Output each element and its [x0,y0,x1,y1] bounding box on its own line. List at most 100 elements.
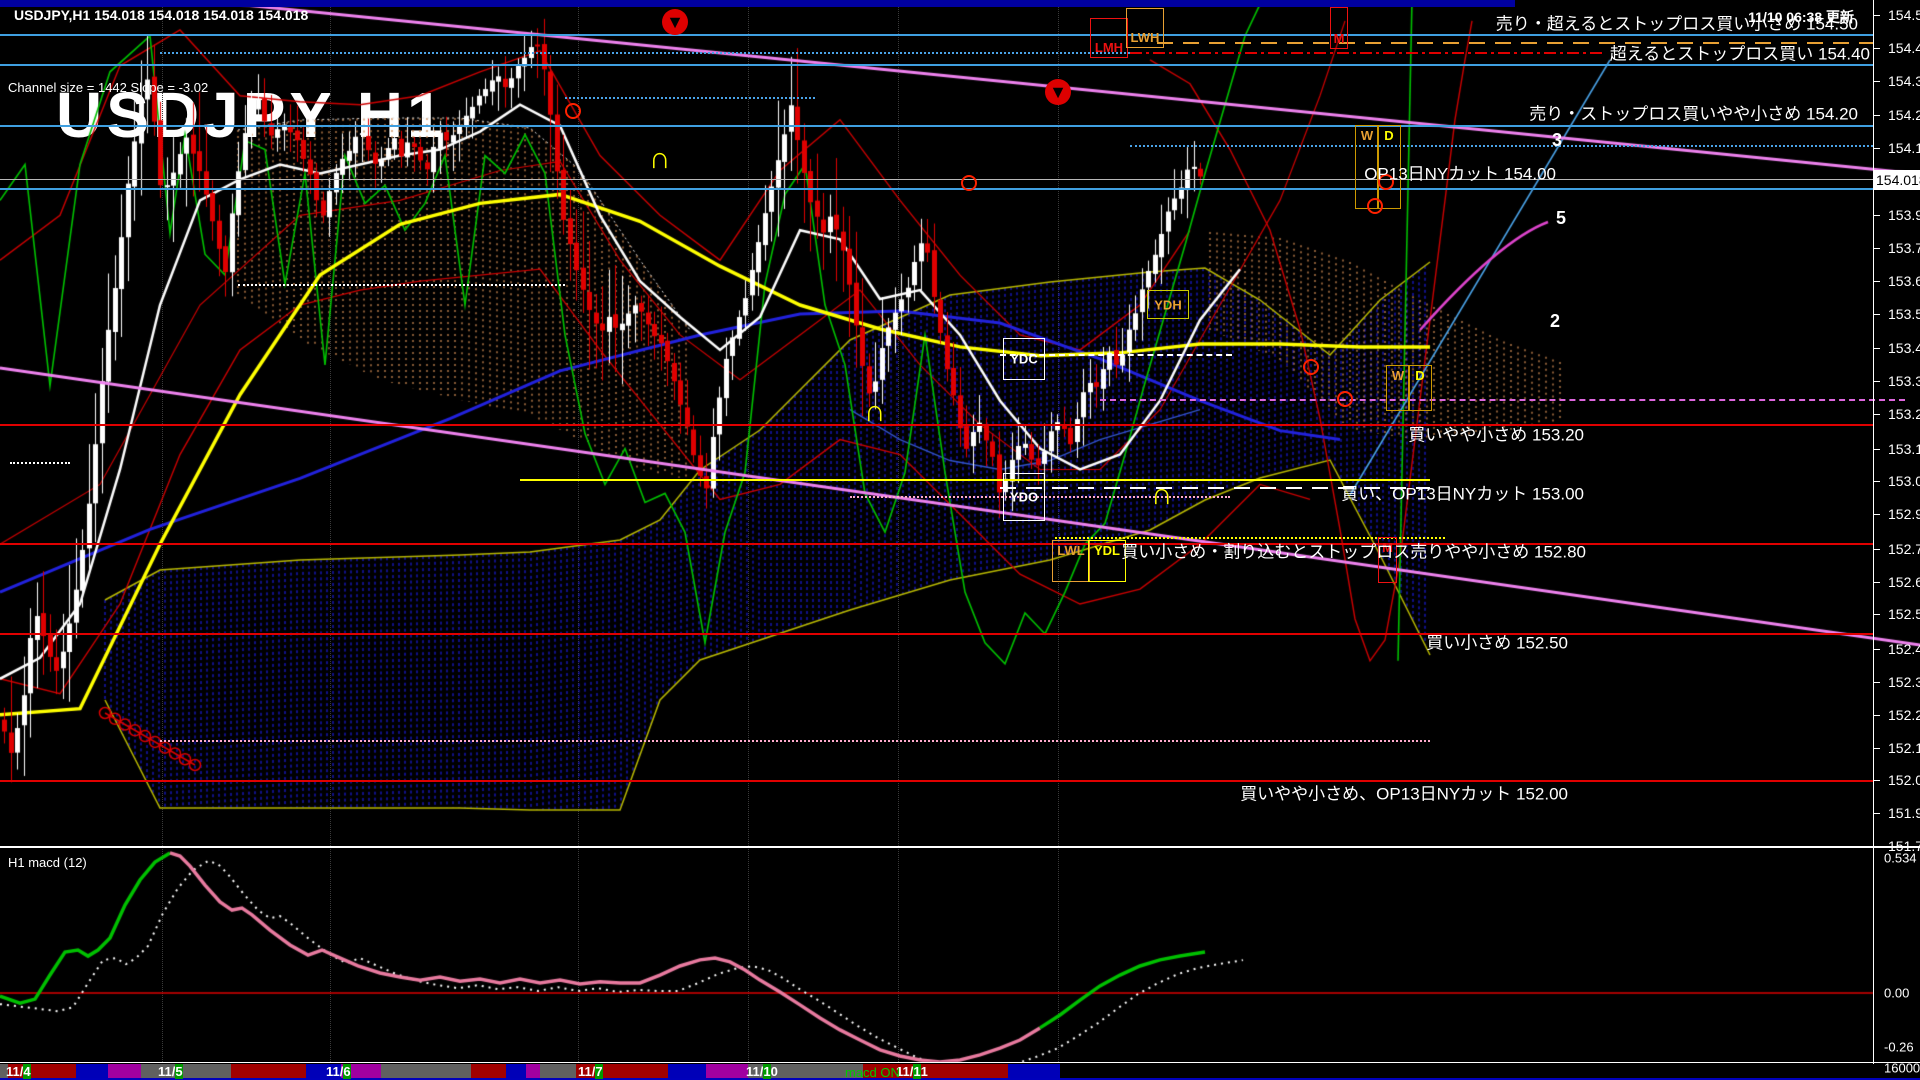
session-color-bar[interactable] [0,1064,1920,1078]
wave-count-label: 3 [1552,130,1563,150]
price-tick-mark [1873,15,1880,16]
price-tick-label: 152.120 [1888,739,1920,756]
label-box-d: D [1377,125,1401,209]
symbol-ohlc-line: USDJPY,H1 154.018 154.018 154.018 154.01… [14,7,309,23]
top-navy-bar [0,0,1515,7]
price-tick-mark [1873,648,1880,650]
label-box-text: D [1415,368,1425,383]
session-segment [526,1064,540,1078]
buy-signal-arc-icon: ∩ [649,142,671,175]
label-box-text: M [1333,31,1345,46]
price-tick-label: 152.675 [1888,573,1920,590]
price-tick-label: 154.460 [1888,39,1920,56]
price-tick-label: 153.010 [1888,473,1920,490]
level-line [1130,145,1873,149]
signal-ring-icon [1337,391,1353,407]
price-tick-mark [1873,348,1880,350]
time-axis-separator [0,1062,1920,1063]
price-tick-mark [1873,248,1880,250]
time-axis-date[interactable]: 11/11 [896,1064,928,1079]
level-line [0,780,1873,782]
label-box-text: YDH [1154,297,1182,312]
time-axis-date[interactable]: 11/7 [578,1064,603,1079]
price-tick-label: 152.900 [1888,506,1920,523]
price-tick-mark [1873,414,1880,416]
session-segment [471,1064,506,1078]
time-axis-date[interactable]: 11/10 [746,1064,778,1079]
price-tick-label: 153.570 [1888,306,1920,322]
update-timestamp: 11/10 06:38 更新 [1748,9,1854,25]
level-line [0,179,1873,180]
label-box-ydl: YDL [1088,540,1126,582]
label-box-lmh: LMH [1090,18,1128,58]
session-segment [668,1064,706,1078]
price-tick-label: 151.790 [1888,838,1920,855]
level-line [1000,487,1430,489]
level-annotation: OP13日NYカット 154.00 [1364,164,1556,184]
level-annotation: 買い小さめ・割り込むとストップロス売りやや小さめ 152.80 [1121,542,1586,562]
label-box-text: D [1384,128,1394,143]
signal-ring-icon [1367,198,1383,214]
level-line [565,97,815,101]
price-tick-mark [1873,47,1880,49]
price-tick-mark [1873,215,1880,217]
price-tick-mark [1873,448,1880,450]
time-axis-date[interactable]: 11/5 [158,1064,183,1079]
price-tick-label: 151.900 [1888,805,1920,822]
session-segment [506,1064,526,1078]
macd-axis-label: 0.534 [1884,850,1917,866]
level-line [1055,537,1445,541]
label-box-text: YDO [1009,489,1039,505]
label-box-text: W [1360,128,1374,143]
price-tick-label: 153.790 [1888,240,1920,257]
session-segment [141,1064,231,1078]
level-line [0,188,1873,190]
price-tick-mark [1873,314,1880,315]
label-box-text: W [1391,368,1405,383]
signal-ring-icon [961,175,977,191]
price-tick-mark [1873,281,1880,283]
macd-axis-label: 160000 [1884,1060,1920,1076]
sell-signal-arrow-icon: ▼ [1045,79,1071,105]
session-segment [76,1064,108,1078]
session-segment [748,1064,863,1078]
price-tick-mark [1873,813,1880,815]
price-tick-label: 152.565 [1888,606,1920,623]
bottom-border [0,1078,1920,1080]
price-tick-label: 154.350 [1888,72,1920,89]
level-annotation: 超えるとストップロス買い 154.40 [1609,44,1870,64]
price-tick-label: 152.450 [1888,640,1920,657]
level-line [0,64,1873,66]
session-segment [381,1064,471,1078]
level-line [160,740,1430,744]
time-axis-date[interactable]: 11/4 [6,1064,31,1079]
price-tick-mark [1873,381,1880,383]
price-tick-label: 153.900 [1888,207,1920,224]
price-tick-label: 153.345 [1888,373,1920,390]
price-tick-mark [1873,780,1880,782]
macd-pane-separator[interactable] [0,846,1920,848]
level-line [0,424,1873,426]
macd-indicator-label: H1 macd (12) [8,855,87,870]
sell-signal-arrow-icon: ▼ [662,9,688,35]
session-segment [0,1064,8,1078]
label-box-lwl: LWL [1052,540,1090,582]
price-tick-mark [1873,581,1880,583]
price-tick-mark [1873,548,1880,550]
level-line [520,479,1430,481]
buy-signal-arc-icon: ∩ [864,395,886,428]
wave-count-label: 2 [1550,311,1561,331]
label-box-m: M [1378,537,1397,583]
session-segment [1060,1064,1920,1078]
label-box-text: LWL [1057,543,1085,558]
level-annotation: 買い、OP13日NYカット 153.00 [1341,484,1584,504]
level-line [10,462,70,466]
session-segment [706,1064,748,1078]
time-axis-date[interactable]: 11/6 [326,1064,351,1079]
label-box-w: W [1386,365,1410,411]
price-tick-label: 152.010 [1888,772,1920,789]
label-box-text: LMH [1094,40,1124,55]
price-tick-mark [1873,747,1880,749]
